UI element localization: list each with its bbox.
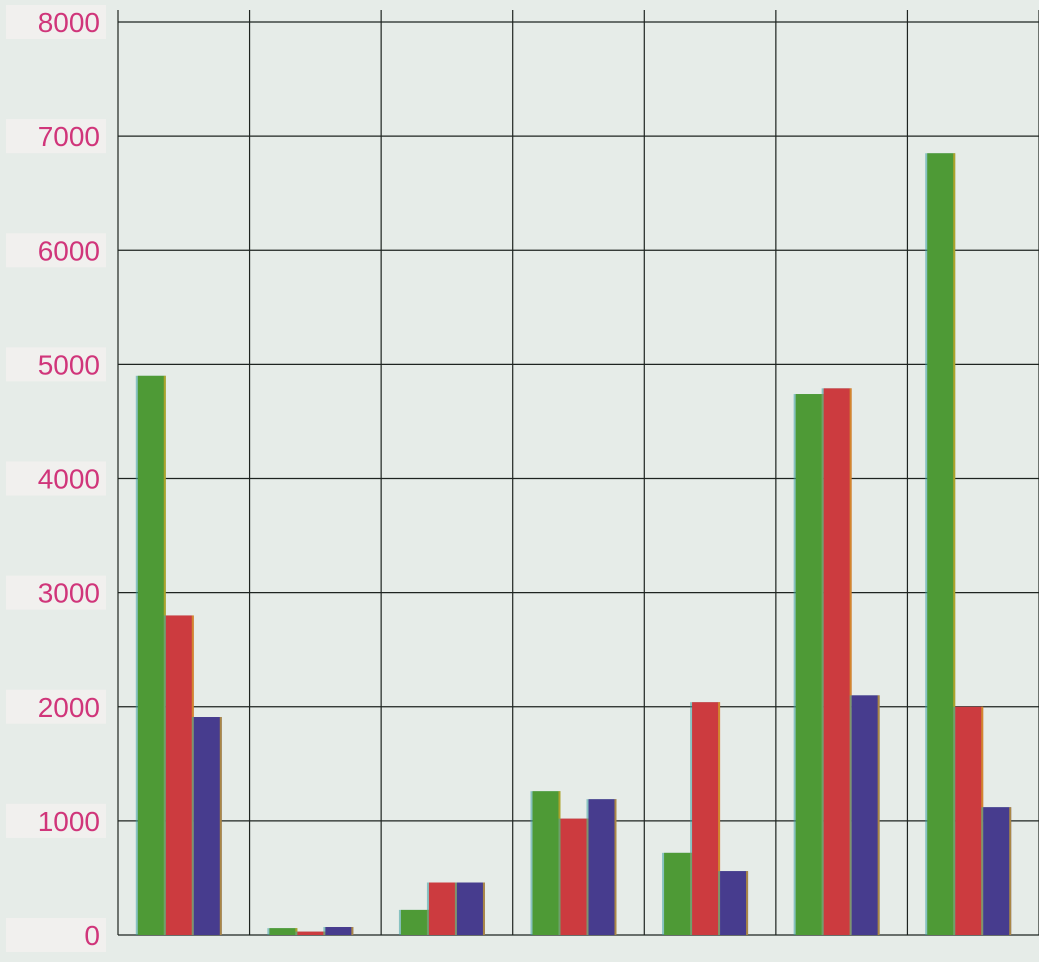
y-tick-label-bg: [6, 575, 106, 610]
bar-series-3-category-2: [325, 927, 354, 935]
bar-series-3-category-7: [983, 807, 1012, 935]
y-tick-label: 0: [84, 920, 100, 951]
y-tick-label-bg: [6, 803, 106, 838]
bar-series-3-category-6: [851, 695, 880, 935]
plot-area: [118, 12, 1039, 939]
bar-edge: [849, 388, 852, 935]
bar-series-1-category-4: [532, 791, 561, 935]
y-tick-label-bg: [6, 233, 106, 268]
bar-series-2-category-2: [297, 931, 326, 935]
bar-edge: [614, 799, 617, 935]
bar-series-1-category-7: [927, 153, 956, 935]
bar-series-3-category-5: [720, 871, 749, 935]
y-tick-label: 8000: [38, 7, 100, 38]
bar-series-3-category-4: [588, 799, 617, 935]
y-tick-label-bg: [6, 461, 106, 496]
bar-series-1-category-6: [795, 394, 824, 935]
bar-edge: [953, 153, 956, 935]
bar-series-2-category-5: [692, 702, 721, 935]
y-tick-label-bg: [6, 347, 106, 382]
y-tick-label: 2000: [38, 692, 100, 723]
bar-series-1-category-1: [137, 375, 166, 936]
bar-series-2-category-6: [823, 388, 852, 935]
bar-edge: [219, 717, 222, 935]
bar-edge: [1009, 807, 1012, 935]
bar-series-3-category-3: [456, 882, 485, 935]
y-tick-label: 5000: [38, 349, 100, 380]
bar-series-2-category-7: [955, 706, 984, 935]
y-tick-label-bg: [6, 119, 106, 154]
bar-series-1-category-2: [269, 928, 298, 935]
y-tick-label-bg: [6, 689, 106, 724]
bar-edge: [877, 695, 880, 935]
bar-series-1-category-5: [664, 852, 693, 935]
y-tick-label: 3000: [38, 578, 100, 609]
bar-edge: [746, 871, 749, 935]
bar-series-2-category-3: [428, 882, 457, 935]
y-tick-label: 4000: [38, 464, 100, 495]
bar-edge: [482, 882, 485, 935]
bar-edge: [718, 702, 721, 935]
bar-series-1-category-3: [400, 909, 429, 935]
y-tick-label: 7000: [38, 121, 100, 152]
y-tick-label: 6000: [38, 235, 100, 266]
y-tick-label-bg: [6, 5, 106, 39]
bar-series-2-category-1: [165, 615, 194, 935]
bar-edge: [351, 927, 354, 935]
y-tick-label-bg: [6, 918, 106, 952]
bar-series-2-category-4: [560, 818, 589, 935]
y-tick-label: 1000: [38, 806, 100, 837]
bar-series-3-category-1: [193, 717, 222, 935]
